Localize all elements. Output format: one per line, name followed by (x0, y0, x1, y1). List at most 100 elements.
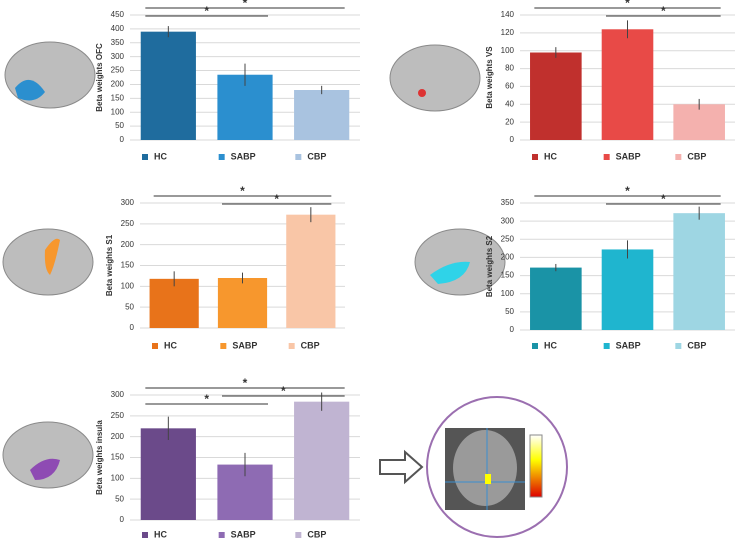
bar (286, 214, 336, 328)
significance-label: * (243, 0, 248, 10)
y-tick-label: 120 (501, 28, 515, 37)
legend-label: CBP (687, 340, 706, 350)
bar (601, 249, 654, 330)
brain-insula (2, 421, 94, 489)
y-axis-label: Beta weights S2 (485, 235, 494, 297)
y-tick-label: 20 (505, 117, 514, 126)
significance-label: * (661, 4, 666, 18)
legend-label: SABP (231, 151, 256, 161)
bar (140, 428, 196, 520)
y-tick-label: 140 (501, 10, 515, 19)
y-tick-label: 0 (130, 323, 135, 332)
legend-label: HC (544, 151, 557, 161)
y-tick-label: 150 (121, 261, 135, 270)
legend-label: SABP (616, 340, 641, 350)
legend-label: HC (544, 340, 557, 350)
legend-label: HC (164, 340, 177, 350)
bar (530, 52, 582, 140)
significance-label: * (204, 392, 209, 406)
y-tick-label: 80 (505, 64, 514, 73)
bar (601, 29, 654, 141)
y-tick-label: 0 (510, 135, 515, 144)
legend-swatch (220, 343, 227, 349)
y-tick-label: 50 (115, 494, 124, 503)
bar (294, 401, 350, 520)
legend-swatch (532, 154, 538, 160)
legend-swatch (218, 532, 225, 538)
y-tick-label: 400 (111, 24, 125, 33)
legend-label: CBP (307, 151, 326, 161)
legend-swatch (295, 154, 302, 160)
arrow (379, 449, 424, 485)
significance-label: * (625, 0, 630, 10)
significance-label: * (204, 4, 209, 18)
significance-label: * (243, 376, 248, 390)
legend-label: HC (154, 529, 167, 539)
y-tick-label: 50 (125, 302, 134, 311)
y-tick-label: 300 (121, 198, 135, 207)
y-axis-label: Beta weights insula (95, 420, 104, 495)
y-tick-label: 100 (111, 107, 125, 116)
bar (217, 278, 268, 328)
y-tick-label: 350 (501, 198, 515, 207)
y-tick-label: 150 (501, 271, 515, 280)
y-tick-label: 250 (111, 411, 125, 420)
y-tick-label: 300 (111, 52, 125, 61)
y-tick-label: 200 (501, 253, 515, 262)
brain-s2 (414, 228, 506, 296)
bar (149, 278, 199, 328)
y-tick-label: 350 (111, 38, 125, 47)
bar (530, 267, 582, 330)
y-tick-label: 50 (505, 307, 514, 316)
significance-label: * (240, 184, 245, 198)
y-tick-label: 250 (501, 234, 515, 243)
y-tick-label: 300 (111, 390, 125, 399)
bar (673, 104, 725, 140)
legend-swatch (675, 343, 682, 349)
y-tick-label: 0 (120, 515, 125, 524)
legend-swatch (218, 154, 225, 160)
legend-swatch (288, 343, 295, 349)
significance-label: * (661, 192, 666, 206)
legend-swatch (152, 343, 158, 349)
y-tick-label: 200 (111, 432, 125, 441)
y-tick-label: 100 (111, 473, 125, 482)
y-tick-label: 250 (121, 219, 135, 228)
significance-label: * (625, 184, 630, 198)
legend-label: SABP (232, 340, 257, 350)
bar (294, 90, 350, 140)
brain-vs (389, 44, 481, 112)
legend-swatch (295, 532, 302, 538)
y-tick-label: 40 (505, 99, 514, 108)
y-tick-label: 60 (505, 82, 514, 91)
legend-swatch (142, 532, 148, 538)
mri-inset (426, 396, 568, 538)
legend-swatch (675, 154, 682, 160)
y-tick-label: 100 (501, 289, 515, 298)
y-tick-label: 300 (501, 216, 515, 225)
legend-label: HC (154, 151, 167, 161)
y-tick-label: 200 (111, 80, 125, 89)
legend-label: SABP (231, 529, 256, 539)
bar (673, 213, 725, 330)
bar (140, 31, 196, 141)
legend-swatch (603, 343, 610, 349)
significance-label: * (281, 384, 286, 398)
legend-swatch (532, 343, 538, 349)
y-tick-label: 450 (111, 10, 125, 19)
y-tick-label: 50 (115, 121, 124, 130)
legend-swatch (142, 154, 148, 160)
legend-label: SABP (616, 151, 641, 161)
significance-label: * (274, 192, 279, 206)
y-axis-label: Beta weights VS (485, 46, 494, 109)
y-tick-label: 0 (510, 325, 515, 334)
legend-swatch (603, 154, 610, 160)
brain-ofc (4, 41, 96, 109)
y-tick-label: 100 (501, 46, 515, 55)
brain-s1 (2, 228, 94, 296)
y-tick-label: 100 (121, 281, 135, 290)
y-tick-label: 150 (111, 453, 125, 462)
y-tick-label: 200 (121, 240, 135, 249)
y-tick-label: 150 (111, 93, 125, 102)
